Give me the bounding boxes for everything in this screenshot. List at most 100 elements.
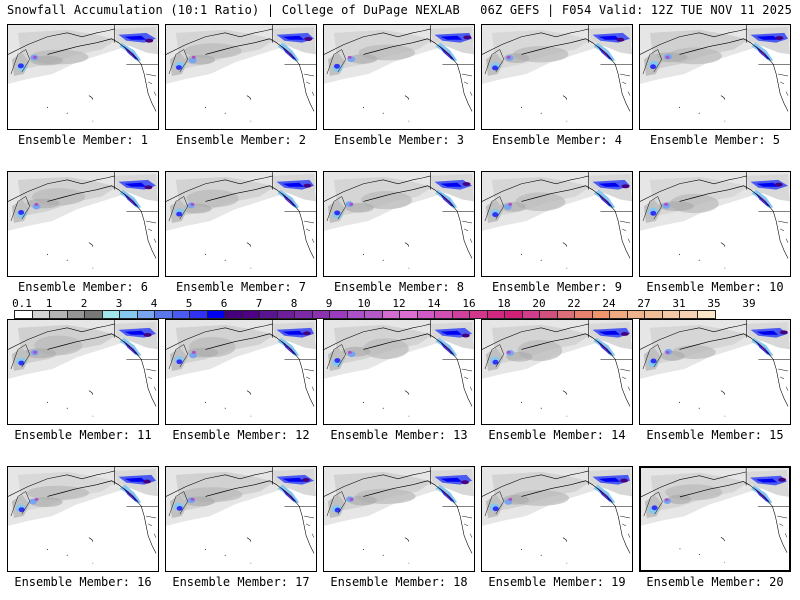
- colorbar-swatch: [435, 311, 453, 318]
- colorbar-swatch: [190, 311, 208, 318]
- colorbar-swatch: [680, 311, 698, 318]
- colorbar-tick-label: 0.1: [12, 297, 32, 310]
- ensemble-member-label: Ensemble Member: 19: [488, 575, 626, 589]
- colorbar-swatch: [382, 311, 400, 318]
- colorbar-tick-label: 2: [80, 297, 88, 310]
- ensemble-map-panel: [481, 466, 633, 572]
- ensemble-member-label: Ensemble Member: 17: [172, 575, 310, 589]
- colorbar-tick-label: 10: [357, 297, 371, 310]
- colorbar-swatch: [365, 311, 383, 318]
- ensemble-map-panel: [165, 24, 317, 130]
- ensemble-map-panel: [639, 319, 791, 425]
- ensemble-map-panel: [7, 466, 159, 572]
- colorbar-swatch: [400, 311, 418, 318]
- colorbar-swatch: [417, 311, 435, 318]
- ensemble-member-label: Ensemble Member: 10: [646, 280, 784, 294]
- ensemble-map-panel: [639, 24, 791, 130]
- colorbar-tick-label: 12: [392, 297, 406, 310]
- ensemble-member-label: Ensemble Member: 2: [175, 133, 307, 147]
- colorbar-swatch: [67, 311, 85, 318]
- colorbar: [14, 310, 716, 319]
- colorbar-swatch: [627, 311, 645, 318]
- colorbar-tick-label: 5: [185, 297, 193, 310]
- ensemble-member-label: Ensemble Member: 12: [172, 428, 310, 442]
- ensemble-map-panel: [481, 171, 633, 277]
- ensemble-member-label: Ensemble Member: 16: [14, 575, 152, 589]
- colorbar-swatch: [610, 311, 628, 318]
- ensemble-map-panel: [323, 319, 475, 425]
- ensemble-member-label: Ensemble Member: 20: [646, 575, 784, 589]
- ensemble-map-panel: [165, 466, 317, 572]
- ensemble-map-panel: [7, 24, 159, 130]
- ensemble-member-label: Ensemble Member: 6: [17, 280, 149, 294]
- colorbar-swatch: [242, 311, 260, 318]
- ensemble-map-panel: [323, 24, 475, 130]
- colorbar-tick-label: 35: [707, 297, 721, 310]
- colorbar-tick-label: 6: [220, 297, 228, 310]
- colorbar-swatch: [557, 311, 575, 318]
- ensemble-map-panel: [323, 171, 475, 277]
- colorbar-tick-label: 14: [427, 297, 441, 310]
- ensemble-member-label: Ensemble Member: 13: [330, 428, 468, 442]
- colorbar-swatch: [592, 311, 610, 318]
- colorbar-tick-label: 7: [255, 297, 263, 310]
- ensemble-map-panel: [639, 466, 791, 572]
- colorbar-swatch: [645, 311, 663, 318]
- ensemble-map-panel: [639, 171, 791, 277]
- colorbar-swatch: [575, 311, 593, 318]
- colorbar-swatch: [207, 311, 225, 318]
- ensemble-member-label: Ensemble Member: 14: [488, 428, 626, 442]
- ensemble-member-label: Ensemble Member: 7: [175, 280, 307, 294]
- colorbar-tick-label: 20: [532, 297, 546, 310]
- ensemble-member-label: Ensemble Member: 15: [646, 428, 784, 442]
- colorbar-swatch: [347, 311, 365, 318]
- ensemble-map-panel: [165, 319, 317, 425]
- colorbar-swatch: [137, 311, 155, 318]
- ensemble-member-label: Ensemble Member: 1: [17, 133, 149, 147]
- colorbar-tick-label: 16: [462, 297, 476, 310]
- colorbar-tick-label: 22: [567, 297, 581, 310]
- colorbar-swatch: [330, 311, 348, 318]
- colorbar-swatch: [32, 311, 50, 318]
- colorbar-swatch: [102, 311, 120, 318]
- colorbar-swatch: [540, 311, 558, 318]
- colorbar-swatch: [697, 311, 715, 318]
- ensemble-member-label: Ensemble Member: 4: [491, 133, 623, 147]
- ensemble-map-panel: [481, 24, 633, 130]
- ensemble-member-label: Ensemble Member: 3: [333, 133, 465, 147]
- ensemble-member-label: Ensemble Member: 9: [491, 280, 623, 294]
- ensemble-map-panel: [165, 171, 317, 277]
- colorbar-swatch: [172, 311, 190, 318]
- colorbar-tick-label: 8: [290, 297, 298, 310]
- colorbar-tick-label: 4: [150, 297, 158, 310]
- colorbar-swatch: [522, 311, 540, 318]
- colorbar-tick-label: 27: [637, 297, 651, 310]
- colorbar-swatch: [260, 311, 278, 318]
- colorbar-swatch: [120, 311, 138, 318]
- colorbar-swatch: [452, 311, 470, 318]
- colorbar-tick-label: 3: [115, 297, 123, 310]
- colorbar-swatch: [470, 311, 488, 318]
- colorbar-swatch: [50, 311, 68, 318]
- chart-title: Snowfall Accumulation (10:1 Ratio) | Col…: [7, 3, 460, 17]
- ensemble-member-label: Ensemble Member: 8: [333, 280, 465, 294]
- colorbar-tick-label: 31: [672, 297, 686, 310]
- colorbar-swatch: [85, 311, 103, 318]
- colorbar-swatch: [295, 311, 313, 318]
- colorbar-swatch: [662, 311, 680, 318]
- colorbar-swatch: [15, 311, 33, 318]
- colorbar-tick-label: 9: [325, 297, 333, 310]
- colorbar-tick-label: 1: [45, 297, 53, 310]
- colorbar-swatch: [487, 311, 505, 318]
- colorbar-swatch: [505, 311, 523, 318]
- colorbar-swatch: [312, 311, 330, 318]
- colorbar-tick-label: 18: [497, 297, 511, 310]
- run-info: 06Z GEFS | F054 Valid: 12Z TUE NOV 11 20…: [480, 3, 792, 17]
- ensemble-map-panel: [7, 319, 159, 425]
- ensemble-map-panel: [481, 319, 633, 425]
- ensemble-member-label: Ensemble Member: 5: [649, 133, 781, 147]
- ensemble-map-panel: [323, 466, 475, 572]
- colorbar-swatch: [277, 311, 295, 318]
- ensemble-member-label: Ensemble Member: 11: [14, 428, 152, 442]
- colorbar-swatch: [155, 311, 173, 318]
